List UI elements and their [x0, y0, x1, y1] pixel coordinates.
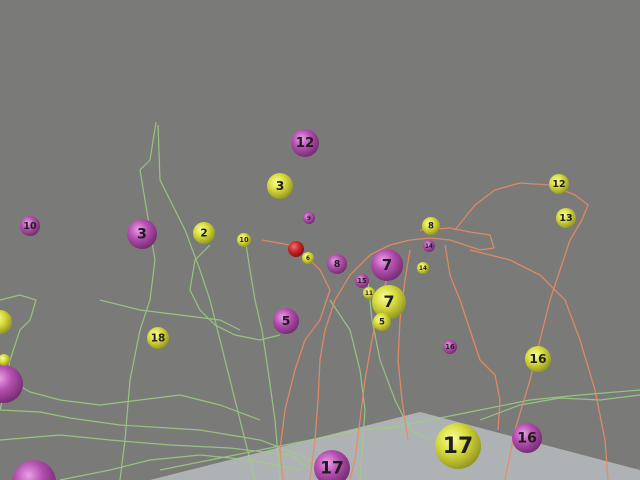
ball-9[interactable]: 9: [303, 212, 315, 224]
ball-16b[interactable]: 16: [525, 346, 551, 372]
ball-red[interactable]: [288, 241, 304, 257]
floor-plane: [150, 412, 640, 480]
ball-edge1[interactable]: [0, 310, 12, 334]
ball-number: 14: [419, 266, 427, 272]
ball-14b[interactable]: 14: [417, 262, 429, 274]
ball-number: 2: [200, 227, 207, 239]
ball-16c[interactable]: 16: [512, 423, 542, 453]
ball-sphere: [525, 346, 551, 372]
ball-sphere: [237, 233, 251, 247]
ball-sphere: [423, 240, 435, 252]
ball-sphere: [273, 308, 299, 334]
ball-8b[interactable]: 8: [422, 217, 440, 235]
ball-sphere: [363, 287, 375, 299]
ball-number: 12: [552, 179, 565, 190]
ball-number: 18: [151, 332, 166, 344]
ball-13[interactable]: 13: [556, 208, 576, 228]
ball-sphere: [372, 285, 406, 319]
ball-sphere: [556, 208, 576, 228]
ball-number: 11: [365, 291, 373, 297]
ball-8a[interactable]: 8: [327, 254, 347, 274]
ball-number: 3: [137, 227, 147, 243]
ball-number: 7: [382, 256, 393, 274]
ball-sphere: [267, 173, 293, 199]
ball-sphere: [147, 327, 169, 349]
ball-sphere: [0, 365, 23, 403]
ball-5b[interactable]: 5: [273, 308, 299, 334]
ball-number: 6: [306, 256, 310, 262]
ball-sphere: [0, 310, 12, 334]
ball-number: 13: [559, 213, 572, 224]
ball-sphere: [422, 217, 440, 235]
ball-number: 12: [296, 136, 315, 151]
ball-15[interactable]: 15: [355, 274, 369, 288]
ball-edge2[interactable]: [0, 365, 23, 403]
ball-sphere: [512, 423, 542, 453]
ball-sphere: [417, 262, 429, 274]
ball-sphere: [327, 254, 347, 274]
ball-2[interactable]: 2: [193, 222, 215, 244]
ball-sphere: [291, 129, 319, 157]
ball-number: 3: [276, 179, 285, 193]
ball-number: 7: [383, 292, 394, 311]
ball-number: 5: [379, 318, 385, 328]
ball-7b[interactable]: 7: [372, 285, 406, 319]
ball-sphere: [288, 241, 304, 257]
ball-edge4[interactable]: [0, 354, 10, 366]
ball-sphere: [549, 174, 569, 194]
ball-sphere: [303, 212, 315, 224]
ball-17b[interactable]: 17: [314, 450, 350, 480]
ball-sphere: [193, 222, 215, 244]
ball-11[interactable]: 11: [363, 287, 375, 299]
ball-number: 16: [517, 431, 537, 447]
ball-sphere: [355, 274, 369, 288]
ball-7a[interactable]: 7: [371, 249, 403, 281]
green-trails: [0, 121, 640, 480]
ball-10b[interactable]: 10: [237, 233, 251, 247]
ball-12b[interactable]: 12: [549, 174, 569, 194]
ball-number: 16: [529, 352, 546, 366]
ball-number: 16: [445, 343, 455, 351]
ball-10[interactable]: 10: [20, 216, 40, 236]
balls-layer: 12 3 10 3 2 10 9 6 8 7 8 14 14 12 13 15 11 7 5 5 18 16 16 16 17 1…: [0, 129, 576, 480]
ball-5a[interactable]: 5: [373, 313, 391, 331]
ball-sphere: [302, 252, 314, 264]
ball-number: 17: [320, 458, 344, 478]
ball-number: 10: [239, 236, 249, 244]
ball-sphere: [12, 460, 56, 480]
ball-number: 17: [443, 434, 473, 459]
ball-14a[interactable]: 14: [423, 240, 435, 252]
ball-17a[interactable]: 17: [435, 423, 481, 469]
ball-edge3[interactable]: [12, 460, 56, 480]
ball-number: 8: [428, 222, 434, 232]
ball-sphere: [0, 354, 10, 366]
ball-number: 5: [282, 314, 291, 328]
ball-number: 10: [23, 221, 37, 232]
ball-sphere: [314, 450, 350, 480]
ball-number: 8: [334, 259, 341, 270]
ball-sphere: [127, 219, 157, 249]
ball-3a[interactable]: 3: [267, 173, 293, 199]
ball-6a[interactable]: 6: [302, 252, 314, 264]
ball-12[interactable]: 12: [291, 129, 319, 157]
ball-sphere: [435, 423, 481, 469]
ball-16a[interactable]: 16: [443, 340, 457, 354]
ball-sphere: [371, 249, 403, 281]
ball-18[interactable]: 18: [147, 327, 169, 349]
ball-number: 9: [307, 216, 311, 222]
ball-number: 15: [357, 277, 367, 285]
ball-3b[interactable]: 3: [127, 219, 157, 249]
ball-number: 14: [425, 244, 433, 250]
ball-sphere: [20, 216, 40, 236]
ball-sphere: [373, 313, 391, 331]
ball-sphere: [443, 340, 457, 354]
